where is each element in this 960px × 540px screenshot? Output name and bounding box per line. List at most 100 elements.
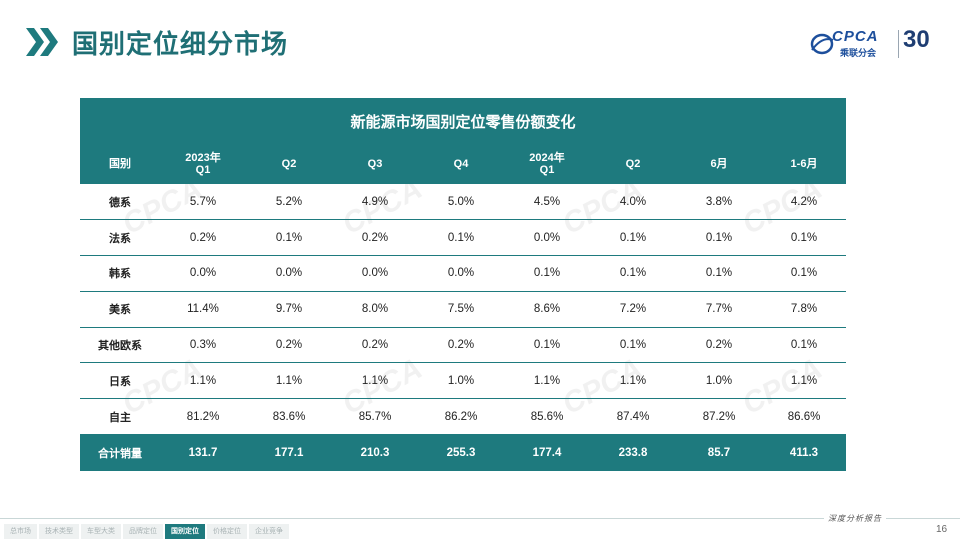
table-cell: 1.1% [246,362,332,400]
logo-divider [898,30,899,58]
table-cell: 9.7% [246,291,332,328]
table-row: 美系 11.4% 9.7% 8.0% 7.5% 8.6% 7.2% 7.7% 7.8% [80,291,847,328]
table-cell: 1.0% [676,362,762,400]
column-header-line2: Q4 [453,158,469,170]
table-cell: 4.5% [504,184,590,221]
column-header: 2023年 Q1 [160,144,246,184]
table-cell: 1.1% [160,362,246,400]
total-cell: 131.7 [160,434,246,471]
total-label: 合计销量 [80,434,160,471]
swoosh-icon [810,33,834,55]
logo-wordmark: CPCA [832,28,879,45]
page-number: 16 [936,524,948,535]
column-header-line2: Q2 [625,158,641,170]
column-header-line2: Q2 [281,158,297,170]
footer-nav: 总市场 技术类型 车型大类 品牌定位 国别定位 价格定位 企业竞争 [4,524,291,539]
table-cell: 0.0% [332,255,418,292]
column-header: 6月 [676,144,762,184]
table-cell: 0.1% [504,327,590,364]
table-cell: 0.0% [246,255,332,292]
footer-nav-item[interactable]: 品牌定位 [123,524,163,539]
footer-nav-item[interactable]: 技术类型 [39,524,79,539]
total-cell: 177.4 [504,434,590,471]
table-title: 新能源市场国别定位零售份额变化 [80,98,847,144]
row-label: 美系 [80,291,160,328]
table-cell: 0.1% [504,255,590,292]
table-cell: 85.6% [504,398,590,436]
column-header: 2024年 Q1 [504,144,590,184]
row-label: 德系 [80,184,160,221]
column-header: Q4 [418,144,504,184]
table-row: 自主 81.2% 83.6% 85.7% 86.2% 85.6% 87.4% 87.2% 86.… [80,398,847,436]
total-cell: 177.1 [246,434,332,471]
footer-nav-item[interactable]: 价格定位 [207,524,247,539]
table-row: 韩系 0.0% 0.0% 0.0% 0.0% 0.1% 0.1% 0.1% 0.1% [80,255,847,292]
row-label: 法系 [80,219,160,257]
table-cell: 0.1% [762,327,847,364]
table-cell: 8.6% [504,291,590,328]
table-cell: 81.2% [160,398,246,436]
table-cell: 0.1% [590,219,676,257]
table-row: 日系 1.1% 1.1% 1.1% 1.0% 1.1% 1.1% 1.0% 1.1% [80,362,847,400]
total-cell: 233.8 [590,434,676,471]
total-row: 合计销量 131.7 177.1 210.3 255.3 177.4 233.8 85.7 41… [80,434,847,471]
table-cell: 0.2% [676,327,762,364]
row-label: 自主 [80,398,160,436]
table-cell: 0.1% [590,327,676,364]
table-cell: 3.8% [676,184,762,221]
footer-nav-item[interactable]: 总市场 [4,524,37,539]
table-cell: 86.2% [418,398,504,436]
footer-nav-item[interactable]: 国别定位 [165,524,205,539]
table-cell: 0.2% [418,327,504,364]
column-header-line1: 2023年 [185,152,221,164]
column-header: Q2 [590,144,676,184]
total-cell: 255.3 [418,434,504,471]
column-header: Q3 [332,144,418,184]
table-cell: 83.6% [246,398,332,436]
table-cell: 1.0% [418,362,504,400]
table-cell: 7.2% [590,291,676,328]
table-cell: 8.0% [332,291,418,328]
table-cell: 0.1% [762,255,847,292]
table-cell: 4.9% [332,184,418,221]
table-row: 其他欧系 0.3% 0.2% 0.2% 0.2% 0.1% 0.1% 0.2% 0.1% [80,327,847,364]
table-cell: 0.2% [160,219,246,257]
table-cell: 1.1% [504,362,590,400]
table-cell: 1.1% [762,362,847,400]
footer-nav-item[interactable]: 企业竞争 [249,524,289,539]
table-cell: 0.1% [762,219,847,257]
row-label: 韩系 [80,255,160,292]
column-header-line1: 国别 [109,158,131,170]
table-cell: 1.1% [332,362,418,400]
table-cell: 5.0% [418,184,504,221]
table-cell: 4.2% [762,184,847,221]
table-header-row: 国别 2023年 Q1 Q2 Q3 Q4 2024年 Q1 Q2 6月 1-6月 [80,144,847,184]
double-chevron-icon [26,28,58,56]
table-cell: 0.2% [246,327,332,364]
table-cell: 0.1% [246,219,332,257]
table-cell: 87.2% [676,398,762,436]
table-cell: 5.2% [246,184,332,221]
footer-nav-item[interactable]: 车型大类 [81,524,121,539]
share-table: 新能源市场国别定位零售份额变化 国别 2023年 Q1 Q2 Q3 Q4 2024年 Q1 Q2… [80,98,847,471]
table-cell: 11.4% [160,291,246,328]
footer-slogan: 深度分析报告 [824,513,886,524]
total-cell: 210.3 [332,434,418,471]
table-cell: 5.7% [160,184,246,221]
column-header-line2: Q3 [367,158,383,170]
table-cell: 7.8% [762,291,847,328]
table-cell: 1.1% [590,362,676,400]
table-cell: 86.6% [762,398,847,436]
table-cell: 0.1% [418,219,504,257]
cpca-logo: CPCA 乘联分会 30 [810,26,940,62]
table-cell: 87.4% [590,398,676,436]
table-cell: 0.1% [676,255,762,292]
footer-divider [0,518,960,519]
logo-chinese-name: 乘联分会 [840,49,877,59]
column-header: 国别 [80,144,160,184]
page-title: 国别定位细分市场 [72,30,289,60]
table-row: 德系 5.7% 5.2% 4.9% 5.0% 4.5% 4.0% 3.8% 4.2% [80,184,847,221]
row-label: 日系 [80,362,160,400]
table-cell: 7.5% [418,291,504,328]
table-cell: 4.0% [590,184,676,221]
